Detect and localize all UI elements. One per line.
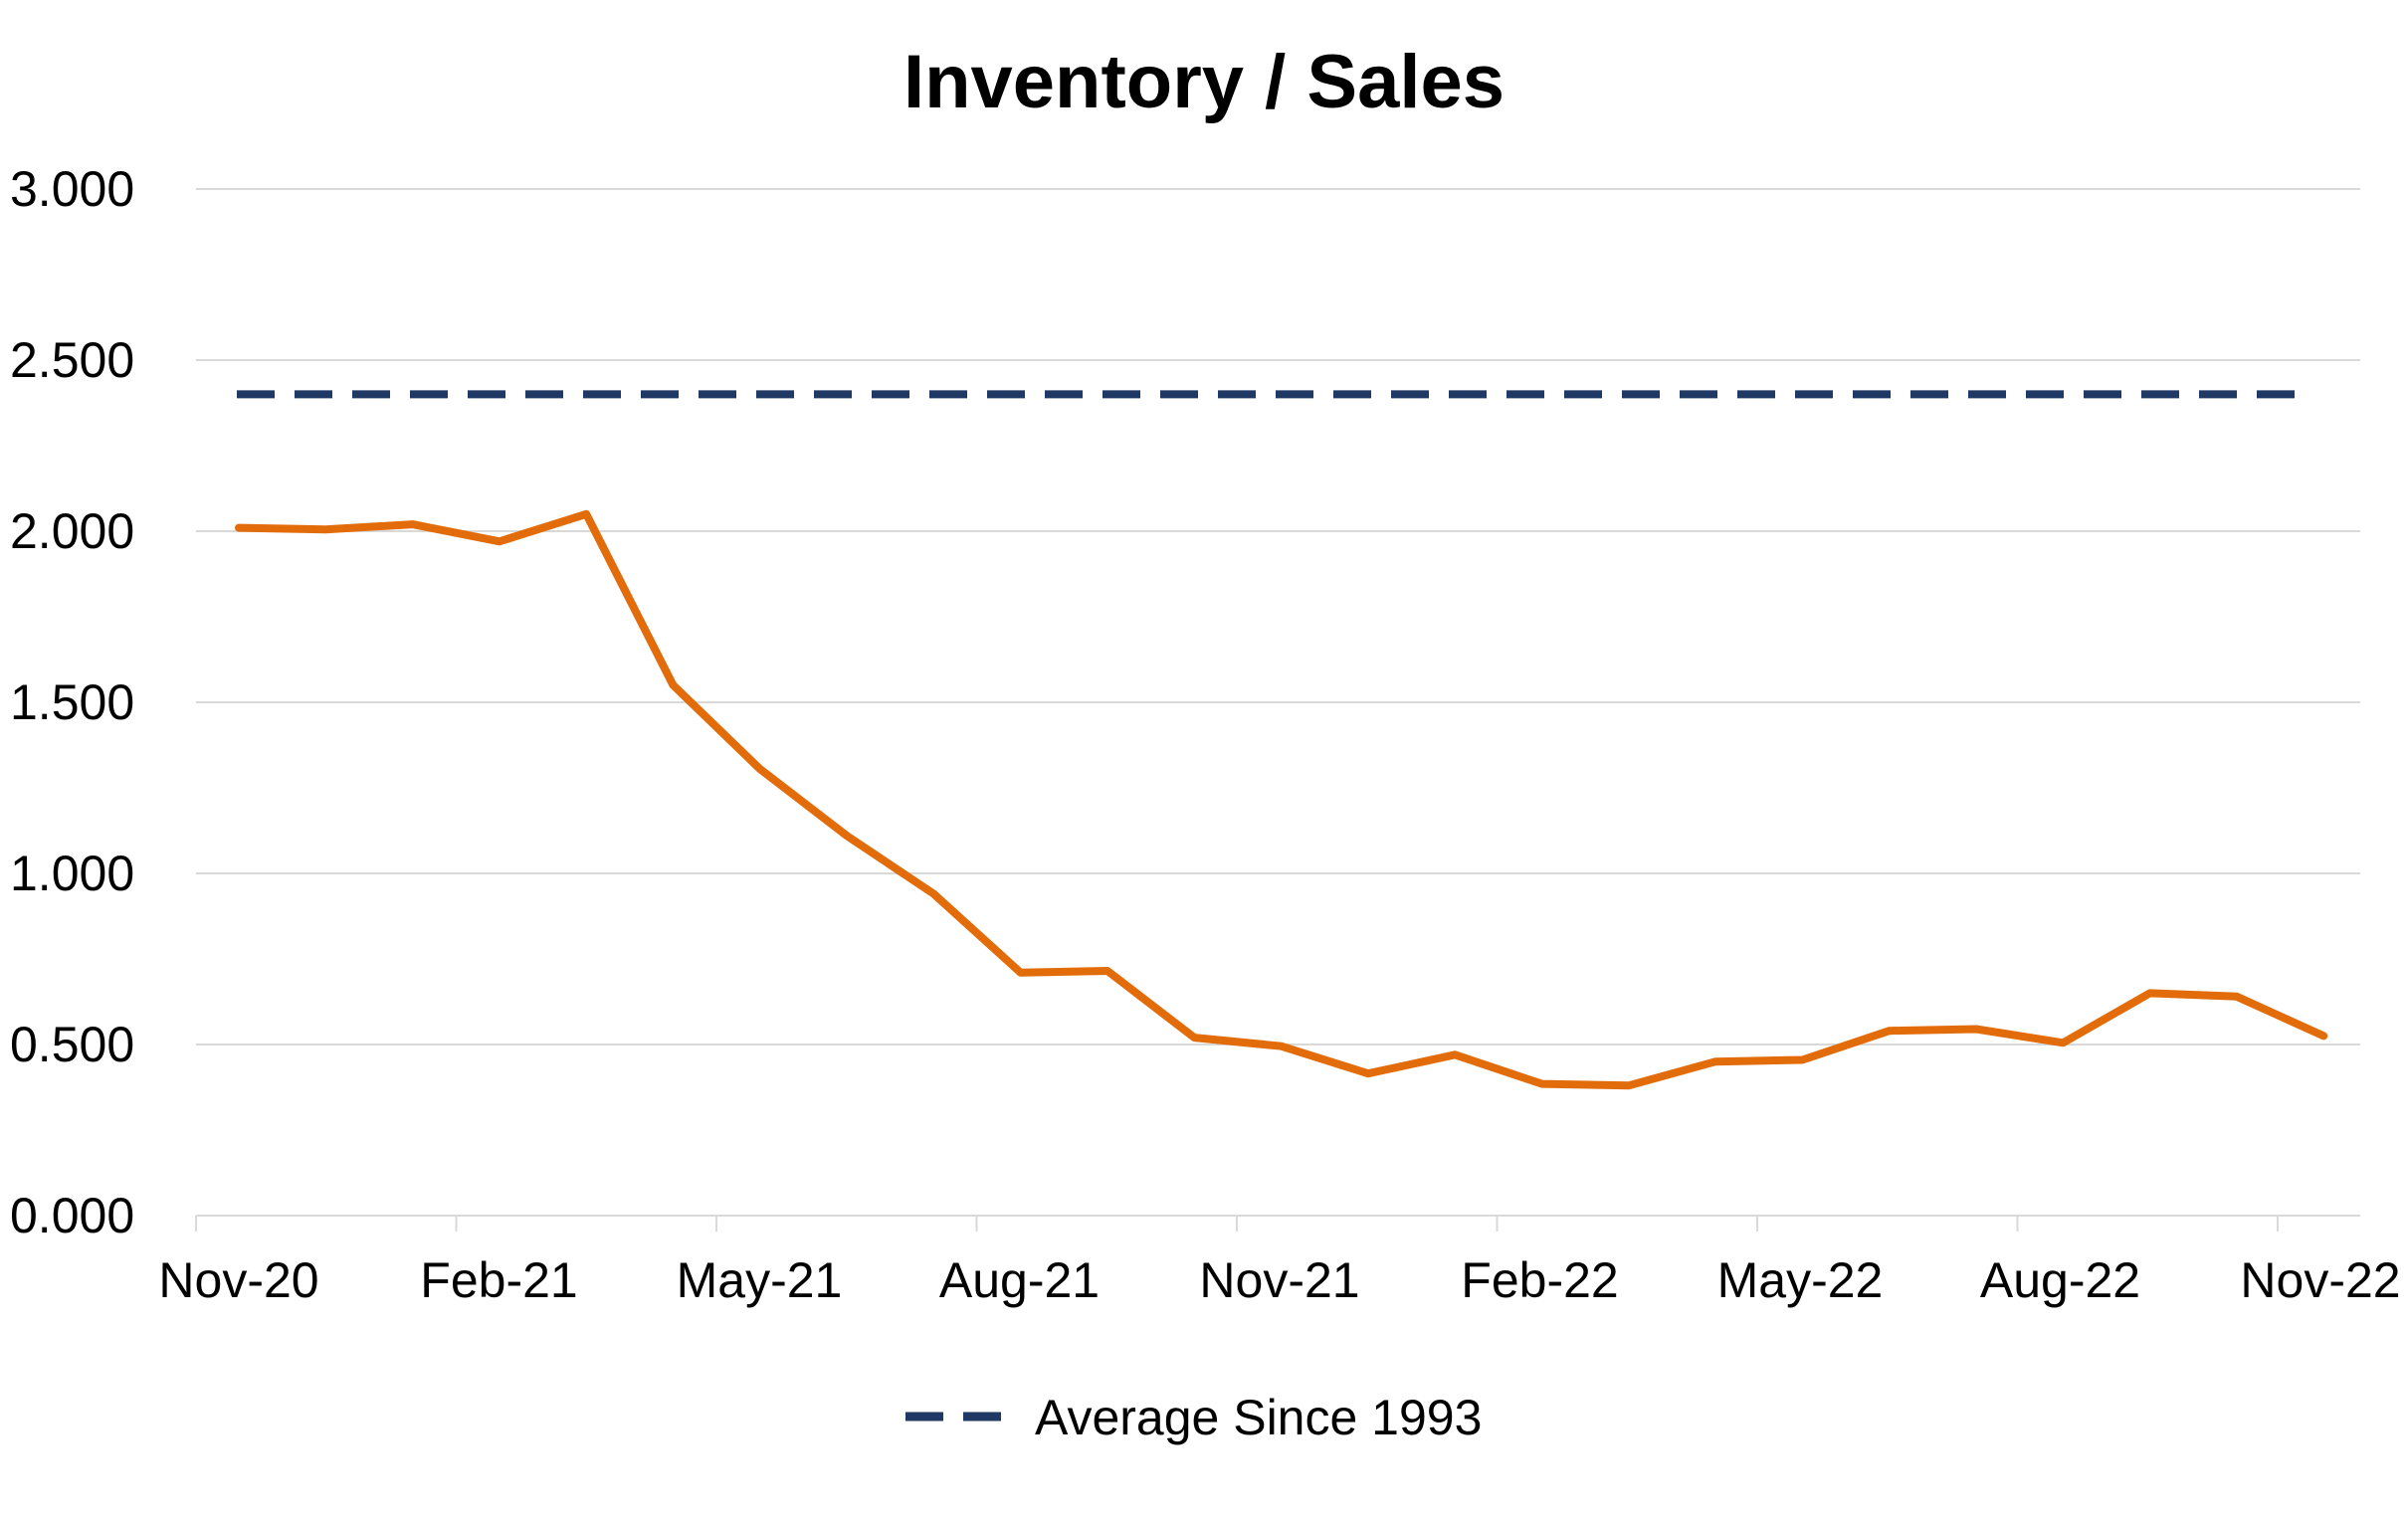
x-tick-label: Feb-21: [420, 1252, 577, 1308]
data-point: [1714, 1060, 1716, 1062]
data-point: [1889, 1030, 1891, 1032]
data-point: [1628, 1084, 1630, 1086]
x-tick-label: Nov-22: [2240, 1252, 2400, 1308]
y-tick-label: 2.000: [10, 503, 134, 559]
legend: Average Since 1993: [905, 1390, 1482, 1445]
x-tick-label: Aug-22: [1980, 1252, 2140, 1308]
gridlines: [196, 188, 2360, 1045]
data-point: [1454, 1053, 1456, 1055]
x-axis-tick-labels: Nov-20 Feb-21 May-21 Aug-21 Nov-21 Feb-22 May-…: [158, 1252, 2400, 1308]
data-point: [1193, 1037, 1195, 1039]
data-point: [238, 527, 240, 529]
data-point: [585, 513, 587, 515]
y-tick-label: 0.500: [10, 1017, 134, 1072]
data-point: [2062, 1042, 2064, 1044]
data-point: [2236, 996, 2238, 998]
x-tick-label: Nov-20: [158, 1252, 318, 1308]
legend-label-average-since-1993: Average Since 1993: [1035, 1390, 1482, 1445]
y-axis-tick-labels: 0.000 0.500 1.000 1.500 2.000 2.500 3.000: [10, 161, 134, 1243]
data-point: [324, 528, 326, 530]
y-tick-label: 1.000: [10, 846, 134, 901]
y-tick-label: 0.000: [10, 1188, 134, 1243]
data-point: [2322, 1035, 2324, 1037]
y-tick-label: 1.500: [10, 674, 134, 730]
data-point: [499, 540, 501, 542]
data-point: [1541, 1083, 1542, 1085]
x-tick-label: Aug-21: [939, 1252, 1100, 1308]
x-axis: [195, 1215, 2360, 1232]
x-tick-label: May-21: [677, 1252, 843, 1308]
data-point: [1801, 1058, 1803, 1060]
series-lines: [235, 390, 2328, 1090]
y-tick-label: 2.500: [10, 332, 134, 388]
data-point: [932, 893, 934, 895]
data-point: [1106, 970, 1108, 972]
x-tick-label: Nov-21: [1199, 1252, 1359, 1308]
y-tick-label: 3.000: [10, 161, 134, 217]
x-tick-label: Feb-22: [1461, 1252, 1618, 1308]
chart-title: Inventory / Sales: [903, 40, 1505, 124]
data-point: [1975, 1029, 1977, 1031]
data-point: [673, 684, 674, 686]
data-point: [412, 523, 414, 525]
x-tick-label: May-22: [1717, 1252, 1884, 1308]
data-point: [759, 768, 761, 770]
data-point: [1281, 1045, 1283, 1047]
series-line-inventory-sales: [235, 509, 2328, 1090]
data-point: [846, 835, 848, 837]
data-point: [1020, 972, 1022, 974]
data-point: [2149, 992, 2151, 994]
data-point: [1367, 1072, 1369, 1074]
